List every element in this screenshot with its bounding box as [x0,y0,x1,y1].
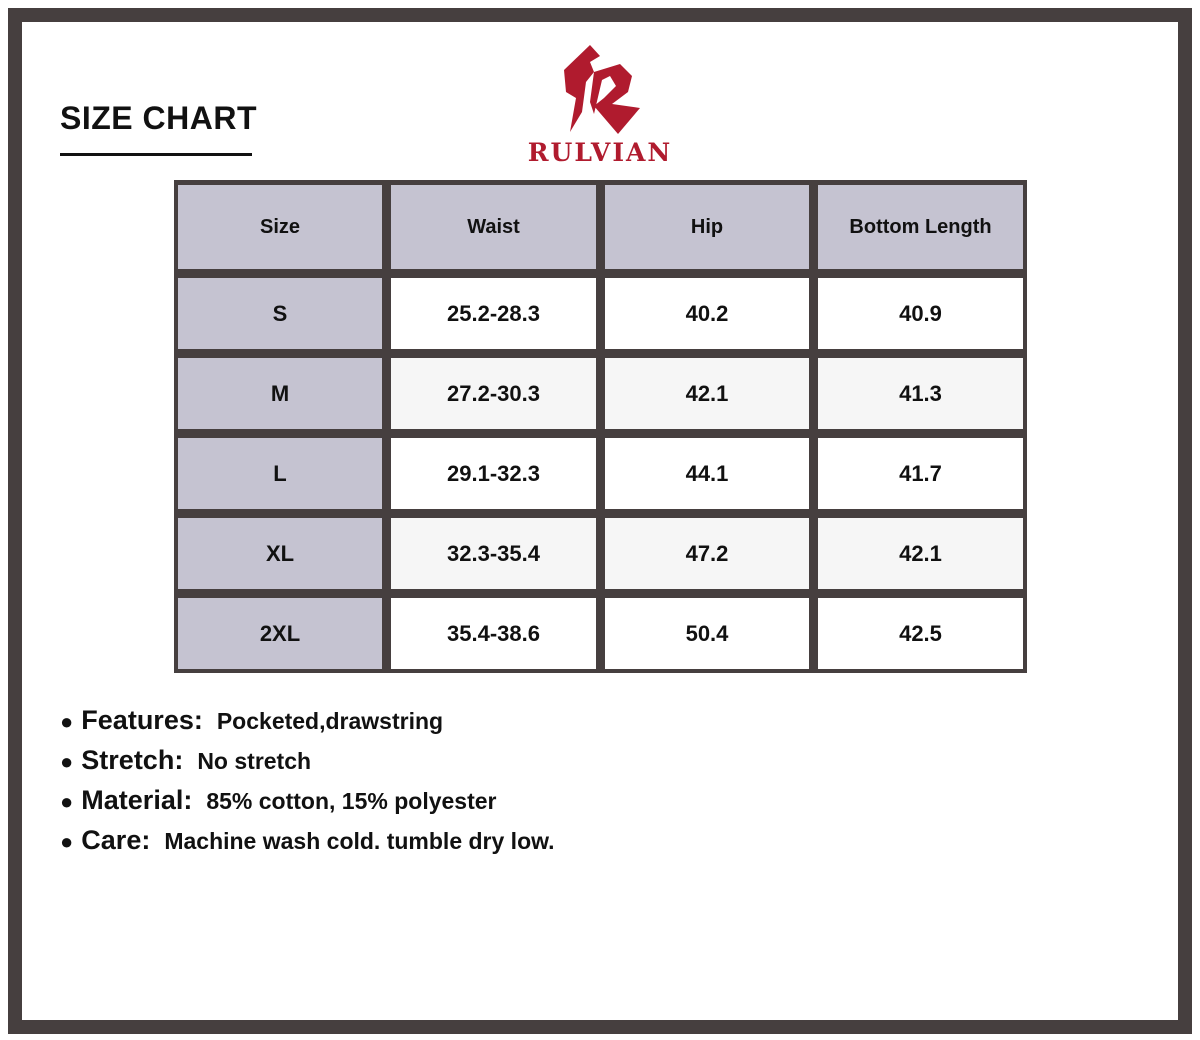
length-cell: 42.5 [818,598,1023,669]
note-care: ● Care: Machine wash cold. tumble dry low. [60,825,555,865]
hip-cell: 42.1 [605,358,809,429]
bullet-icon: ● [60,789,74,814]
bullet-icon: ● [60,749,74,774]
note-stretch: ● Stretch: No stretch [60,745,555,785]
page-title: SIZE CHART [60,100,257,136]
size-cell: L [178,438,382,509]
note-label: Care: [81,825,151,855]
brand-logo-icon [564,45,640,134]
waist-cell: 25.2-28.3 [391,278,596,349]
length-cell: 41.7 [818,438,1023,509]
note-value: 85% cotton, 15% polyester [206,788,497,814]
hip-cell: 40.2 [605,278,809,349]
note-value: No stretch [197,748,312,774]
length-cell: 41.3 [818,358,1023,429]
hip-cell: 50.4 [605,598,809,669]
hip-cell: 44.1 [605,438,809,509]
note-label: Material: [81,785,193,815]
waist-cell: 32.3-35.4 [391,518,596,589]
waist-cell: 35.4-38.6 [391,598,596,669]
length-cell: 42.1 [818,518,1023,589]
note-value: Pocketed,drawstring [216,708,444,734]
note-label: Stretch: [81,745,184,775]
bullet-icon: ● [60,709,74,734]
size-cell: XL [178,518,382,589]
hip-cell: 47.2 [605,518,809,589]
size-cell: S [178,278,382,349]
note-features: ● Features: Pocketed,drawstring [60,705,555,745]
waist-cell: 29.1-32.3 [391,438,596,509]
note-value: Machine wash cold. tumble dry low. [164,828,555,854]
product-notes: ● Features: Pocketed,drawstring ● Stretch: N… [60,705,555,865]
length-cell: 40.9 [818,278,1023,349]
waist-cell: 27.2-30.3 [391,358,596,429]
size-cell: 2XL [178,598,382,669]
bullet-icon: ● [60,829,74,854]
header-size: Size [178,185,382,269]
header-hip: Hip [605,185,809,269]
size-cell: M [178,358,382,429]
size-table: Size Waist Hip Bottom Length S 25.2-28.3… [174,180,1027,673]
title-underline [60,153,252,156]
header-bottom-length: Bottom Length [818,185,1023,269]
note-material: ● Material: 85% cotton, 15% polyester [60,785,555,825]
header-waist: Waist [391,185,596,269]
note-label: Features: [81,705,203,735]
brand-name: RULVIAN [527,138,673,167]
page-frame [8,8,1192,1034]
